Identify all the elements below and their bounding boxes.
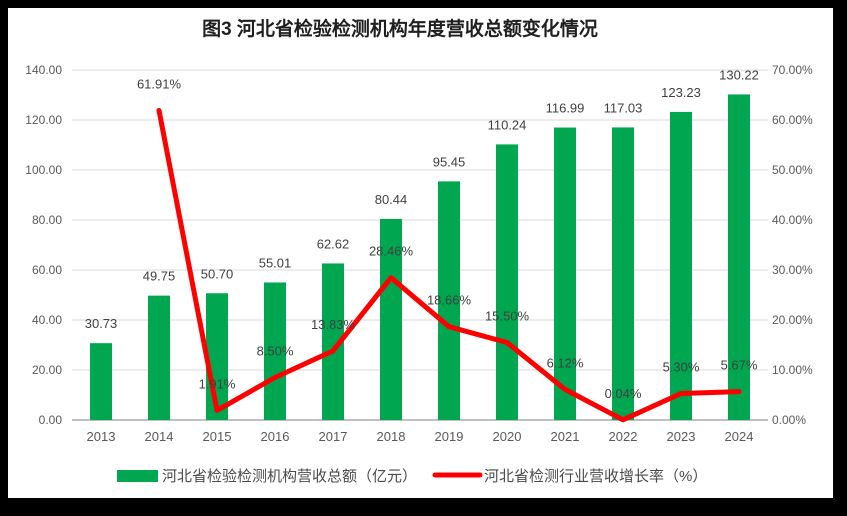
- bar-value-label: 30.73: [85, 316, 118, 331]
- right-tick-label: 50.00%: [772, 163, 813, 177]
- right-tick-label: 0.00%: [772, 413, 806, 427]
- right-tick-label: 20.00%: [772, 313, 813, 327]
- left-tick-label: 80.00: [32, 213, 62, 227]
- legend-line-label: 河北省检测行业营收增长率（%）: [484, 468, 707, 485]
- line-value-label: 5.67%: [721, 358, 758, 373]
- bar-value-label: 95.45: [433, 154, 466, 169]
- right-tick-label: 60.00%: [772, 113, 813, 127]
- revenue-bar: [554, 127, 576, 421]
- legend: 河北省检验检测机构营收总额（亿元） 河北省检测行业营收增长率（%）: [117, 468, 707, 485]
- year-label: 2024: [725, 429, 754, 444]
- year-label: 2020: [493, 429, 522, 444]
- bar-value-label: 116.99: [546, 101, 585, 116]
- year-label: 2016: [261, 429, 290, 444]
- x-axis-labels: 2013 2014 2015 2016 2017 2018 2019 2020 2021 2022…: [87, 429, 754, 444]
- year-label: 2017: [319, 429, 348, 444]
- left-tick-label: 140.00: [25, 63, 62, 77]
- bar-value-label: 50.70: [201, 266, 234, 281]
- year-label: 2021: [551, 429, 580, 444]
- chart-canvas: 图3 河北省检验检测机构年度营收总额变化情况 0.00 20.00 40.00 60.…: [8, 8, 833, 498]
- year-label: 2015: [203, 429, 232, 444]
- line-value-label: 15.50%: [485, 309, 530, 324]
- bar-data-labels: 30.73 49.75 50.70 55.01 62.62 80.44 95.45 110.2…: [85, 67, 759, 331]
- line-value-label: 13.83%: [311, 317, 356, 332]
- right-axis-ticks: 0.00% 10.00% 20.00% 30.00% 40.00% 50.00% 60.00…: [772, 63, 813, 427]
- year-label: 2013: [87, 429, 116, 444]
- combo-chart: 图3 河北省检验检测机构年度营收总额变化情况 0.00 20.00 40.00 60.…: [25, 17, 813, 485]
- bar-value-label: 123.23: [661, 85, 701, 100]
- year-label: 2014: [145, 429, 174, 444]
- revenue-bar: [322, 263, 344, 420]
- revenue-bar: [612, 127, 634, 421]
- line-value-label: 1.91%: [199, 376, 236, 391]
- left-tick-label: 40.00: [32, 313, 62, 327]
- line-data-labels: 61.91% 1.91% 8.50% 13.83% 28.46% 18.66% 15.50%…: [137, 76, 758, 400]
- bar-value-label: 110.24: [488, 117, 527, 132]
- right-tick-label: 70.00%: [772, 63, 813, 77]
- bar-value-label: 80.44: [375, 192, 408, 207]
- growth-rate-line: [156, 107, 742, 423]
- revenue-bar: [380, 218, 402, 420]
- year-label: 2019: [435, 429, 464, 444]
- left-axis-ticks: 0.00 20.00 40.00 60.00 80.00 100.00 120.00 140.…: [25, 63, 62, 427]
- legend-bar-swatch: [117, 470, 158, 482]
- left-tick-label: 60.00: [32, 263, 62, 277]
- bar-value-label: 55.01: [259, 255, 292, 270]
- bar-value-label: 130.22: [719, 67, 759, 82]
- year-label: 2023: [667, 429, 696, 444]
- line-value-label: 6.12%: [547, 355, 584, 370]
- line-value-label: 0.04%: [605, 386, 642, 401]
- right-tick-label: 30.00%: [772, 263, 813, 277]
- right-tick-label: 40.00%: [772, 213, 813, 227]
- year-label: 2018: [377, 429, 406, 444]
- revenue-bar: [728, 94, 750, 420]
- left-tick-label: 20.00: [32, 363, 62, 377]
- year-label: 2022: [609, 429, 638, 444]
- bar-value-label: 117.03: [604, 100, 643, 115]
- line-value-label: 61.91%: [137, 76, 182, 91]
- revenue-bar: [264, 282, 286, 420]
- right-tick-label: 10.00%: [772, 363, 813, 377]
- legend-bar-label: 河北省检验检测机构营收总额（亿元）: [162, 468, 417, 485]
- chart-title: 图3 河北省检验检测机构年度营收总额变化情况: [202, 17, 598, 40]
- line-value-label: 28.46%: [369, 244, 414, 259]
- bar-value-label: 49.75: [143, 269, 176, 284]
- left-tick-label: 0.00: [39, 413, 63, 427]
- left-tick-label: 100.00: [25, 163, 62, 177]
- left-tick-label: 120.00: [25, 113, 62, 127]
- line-series: [156, 107, 742, 423]
- line-value-label: 18.66%: [427, 293, 472, 308]
- revenue-bar: [438, 181, 460, 420]
- bar-value-label: 62.62: [317, 236, 350, 251]
- revenue-bar: [670, 111, 692, 421]
- revenue-bar: [90, 343, 112, 420]
- line-value-label: 8.50%: [257, 344, 294, 359]
- revenue-bar: [148, 295, 170, 420]
- line-value-label: 5.30%: [663, 360, 700, 375]
- revenue-bar: [496, 144, 518, 420]
